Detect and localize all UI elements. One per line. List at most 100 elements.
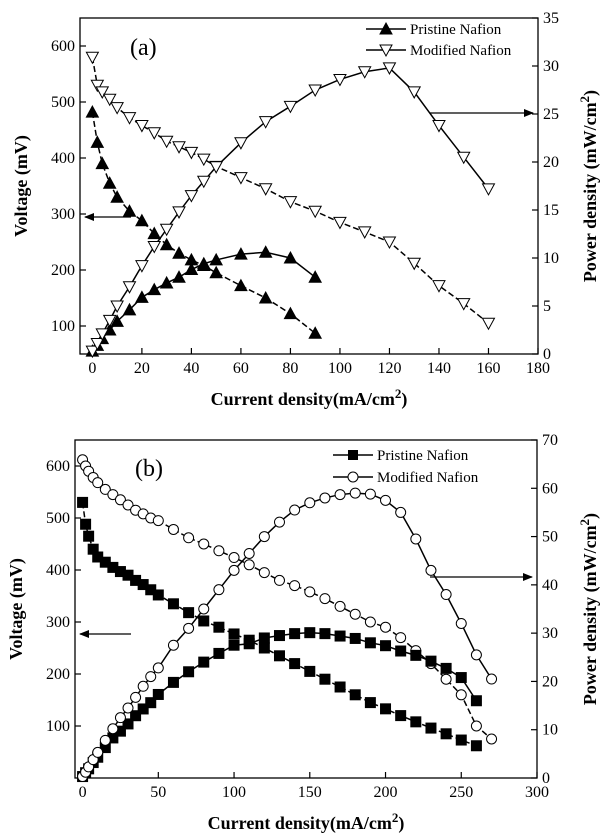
panel-b-series-3-point <box>198 656 210 668</box>
panel-a-series-3-point <box>308 270 323 283</box>
panel-b-series-4-point <box>213 584 225 596</box>
panel-a-series-2-point <box>407 257 422 271</box>
panel-a-x-tick-label: 20 <box>134 360 150 377</box>
panel-b-legend: Pristine Nafion Modified Nafion <box>333 448 479 486</box>
panel-b-series-3-point <box>243 638 255 650</box>
panel-a-series-2-point <box>90 79 105 93</box>
panel-a-series-4-point <box>196 175 211 189</box>
panel-b-series-4-point <box>304 497 316 509</box>
panel-a-series-4-point <box>432 120 446 133</box>
panel-a-series-3-point <box>196 256 211 270</box>
panel-b-x-tick-label: 150 <box>298 784 322 801</box>
panel-b-series-1-point <box>228 628 240 640</box>
panel-a-series-4-point <box>122 281 137 294</box>
panel-a-x-tick-label: 80 <box>282 360 298 377</box>
panel-b-series-4-point <box>145 671 157 683</box>
panel-b-series-3-point <box>395 645 407 657</box>
panel-b-series-3-point <box>130 710 142 722</box>
panel-b-x-tick-label: 100 <box>222 784 246 801</box>
panel-b-series-2-point <box>349 608 361 620</box>
panel-b-series-4-point <box>152 662 164 674</box>
panel-b-series-3-point <box>289 628 301 640</box>
panel-a-series-1-point <box>95 156 110 170</box>
panel-a-x-tick-label: 40 <box>183 360 199 377</box>
panel-a-series-2-line <box>91 57 489 324</box>
panel-b-series-4-point <box>380 494 392 506</box>
panel-a-series-2-point <box>159 135 174 149</box>
panel-a-series-1-point <box>258 290 273 304</box>
panel-b-series-1-point <box>80 518 92 530</box>
panel-b-series-2-point <box>334 600 346 612</box>
panel-b-x-tick-label: 250 <box>449 784 473 801</box>
panel-b-series-2-point <box>440 673 452 685</box>
panel-a-series-1-point <box>85 105 100 118</box>
panel-a-series-1-line <box>91 111 316 334</box>
panel-a-series-1-point <box>209 265 224 279</box>
panel-b-series-1-point <box>304 665 316 677</box>
panel-a-x-tick-label: 120 <box>377 360 401 377</box>
panel-a-series-1-point <box>135 213 149 227</box>
panel-a-series-4-point <box>234 137 248 150</box>
panel-b-series-3-point <box>258 632 270 644</box>
panel-a-series-4-point <box>382 62 397 75</box>
panel-b-series-3-point <box>470 695 482 707</box>
panel-b-series-4-point <box>440 589 452 601</box>
panel-b-series-4-point <box>364 488 376 500</box>
panel-a-y-left-tick-label: 500 <box>51 94 75 111</box>
panel-b-x-tick-label: 300 <box>525 784 549 801</box>
panel-a-y-left-tick-label: 400 <box>51 150 75 167</box>
panel-a-y-left-tick-label: 200 <box>51 262 75 279</box>
panel-a-x-axis-title-close: ) <box>401 389 407 410</box>
panel-a-series-3-point <box>110 314 124 327</box>
panel-b-series-2-point <box>273 574 285 586</box>
panel-a-series-4-point <box>481 183 496 196</box>
panel-a-series-4-point <box>333 73 347 87</box>
panel-a-series-2-point <box>102 93 117 107</box>
panel-b-series-3-point <box>440 662 452 674</box>
panel-a-y-right-tick-label: 25 <box>543 106 559 123</box>
panel-a-legend-marker-1 <box>379 21 393 35</box>
panel-b-series-2-point <box>455 689 467 701</box>
panel-a-y-left-tick-label: 300 <box>51 206 75 223</box>
panel-a-series-4-point <box>159 223 174 237</box>
panel-b-legend-label-1: Pristine Nafion <box>377 448 469 464</box>
panel-b-series-2-point <box>228 552 240 564</box>
panel-a-series-2-point <box>283 196 298 209</box>
panel-b-series-3-point <box>167 676 179 688</box>
panel-b-series-2-point <box>380 621 392 633</box>
panel-a-series-4-point <box>90 337 105 351</box>
panel-a-series-3-point <box>135 290 149 303</box>
panel-a-series-3-point <box>209 252 224 266</box>
panel-b-y-right-tick-label: 60 <box>542 480 558 497</box>
panel-a-right-axis-title: Power density (mW/cm2) <box>577 90 601 282</box>
panel-b-y-right-tick-label: 40 <box>542 577 558 594</box>
panel-b-series-1-point <box>470 740 482 752</box>
panel-b-y-left-tick-label: 400 <box>46 562 70 579</box>
panel-b-series-1-point <box>83 530 95 542</box>
panel-a-series-4-point <box>456 151 471 165</box>
panel-b-series-2-point <box>198 538 210 550</box>
panel-b-right-axis-title-sup: 2 <box>577 519 592 526</box>
panel-b-x-axis-title-sup: 2 <box>392 810 399 825</box>
panel-b-series-4-point <box>92 746 104 758</box>
panel-a-series-4-point <box>95 328 110 341</box>
panel-b-x-axis-title: Current density(mA/cm2) <box>208 810 405 834</box>
panel-a-series-4-point <box>135 260 149 273</box>
panel-a-x-axis-title-sup: 2 <box>395 386 402 401</box>
panel-a-series-1-point <box>159 237 174 251</box>
panel-b-series-4-point <box>122 702 134 714</box>
panel-a-y-left-tick-label: 100 <box>51 318 75 335</box>
panel-a-series-4-point <box>258 116 273 129</box>
panel-b-x-tick-label: 200 <box>374 784 398 801</box>
panel-b-series-2-point <box>152 515 164 527</box>
panel-b-series-1-point <box>319 673 331 685</box>
panel-a-series-1-point <box>102 176 117 189</box>
panel-a-legend: Pristine Nafion Modified Nafion <box>366 21 512 59</box>
panel-b-series-2-point <box>92 477 104 489</box>
panel-b-legend-label-2: Modified Nafion <box>377 470 479 486</box>
panel-b-series-2-point <box>258 567 270 579</box>
panel-b-y-left-tick-label: 100 <box>46 718 70 735</box>
panel-a-x-tick-label: 60 <box>233 360 249 377</box>
panel-b-series-3-point <box>349 632 361 644</box>
panel-a-series-4-point <box>147 240 162 254</box>
